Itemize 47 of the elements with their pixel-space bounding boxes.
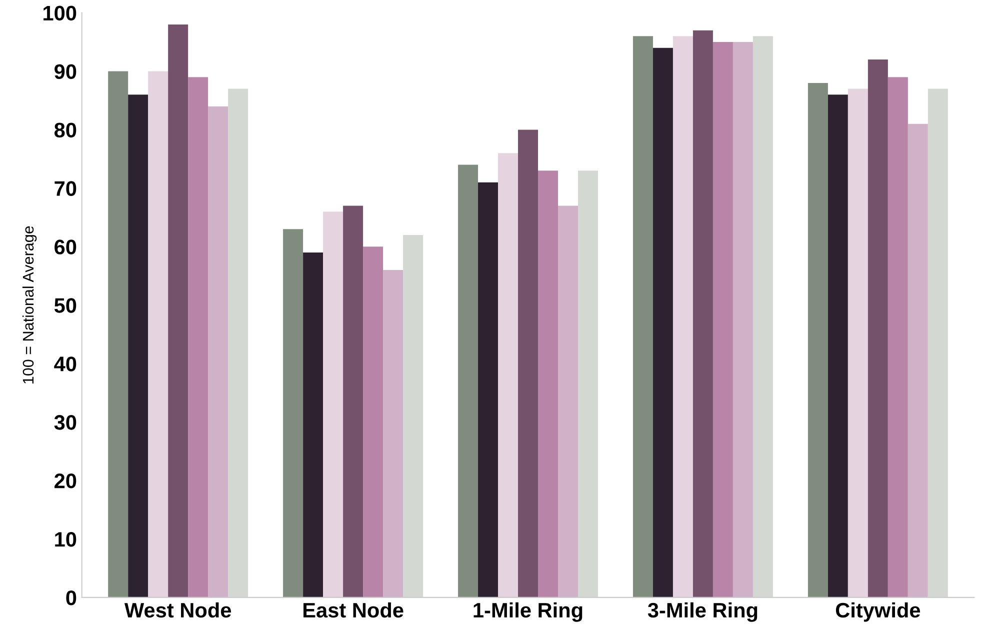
bar bbox=[808, 82, 828, 598]
bar bbox=[538, 170, 558, 598]
bar bbox=[128, 94, 148, 598]
bar bbox=[303, 252, 324, 598]
bar bbox=[518, 130, 538, 598]
bar bbox=[383, 270, 404, 598]
y-tick-label: 50 bbox=[54, 298, 76, 313]
bar bbox=[888, 77, 908, 598]
bar bbox=[908, 124, 928, 598]
y-axis-title: 100 = National Average bbox=[22, 226, 37, 384]
bar bbox=[848, 88, 868, 598]
x-tick-label: West Node bbox=[124, 602, 231, 618]
bar bbox=[868, 60, 888, 598]
bar bbox=[692, 30, 713, 598]
y-tick-label: 10 bbox=[55, 532, 76, 547]
y-tick-label: 0 bbox=[66, 590, 76, 606]
y-tick-label: 40 bbox=[54, 356, 76, 372]
bar bbox=[343, 206, 364, 598]
y-tick-label: 70 bbox=[54, 181, 76, 196]
bar bbox=[363, 246, 384, 598]
bar bbox=[458, 164, 478, 598]
y-tick-label: 30 bbox=[54, 415, 76, 430]
x-tick-label: Citywide bbox=[836, 602, 920, 622]
bar bbox=[732, 42, 753, 598]
bar bbox=[652, 48, 673, 598]
bar bbox=[478, 182, 498, 598]
bar bbox=[558, 206, 578, 598]
bar bbox=[188, 77, 208, 598]
x-tick-label: 3-Mile Ring bbox=[648, 602, 758, 622]
y-tick-label: 60 bbox=[54, 240, 76, 254]
y-tick-label: 20 bbox=[54, 474, 76, 488]
y-tick-label: 80 bbox=[54, 122, 76, 138]
bar bbox=[208, 106, 228, 598]
bar bbox=[283, 229, 304, 598]
x-tick-label: East Node bbox=[303, 602, 404, 618]
bar bbox=[828, 94, 848, 598]
bar bbox=[632, 36, 653, 598]
y-tick-label: 90 bbox=[54, 64, 76, 79]
bar bbox=[712, 42, 733, 598]
bar bbox=[498, 153, 518, 598]
bar bbox=[168, 24, 188, 598]
x-tick-label: 1-Mile Ring bbox=[474, 602, 582, 622]
y-tick-label: 100 bbox=[44, 6, 76, 21]
bar bbox=[108, 71, 128, 598]
bar bbox=[672, 36, 693, 598]
bar bbox=[148, 71, 168, 598]
bar bbox=[323, 212, 344, 598]
